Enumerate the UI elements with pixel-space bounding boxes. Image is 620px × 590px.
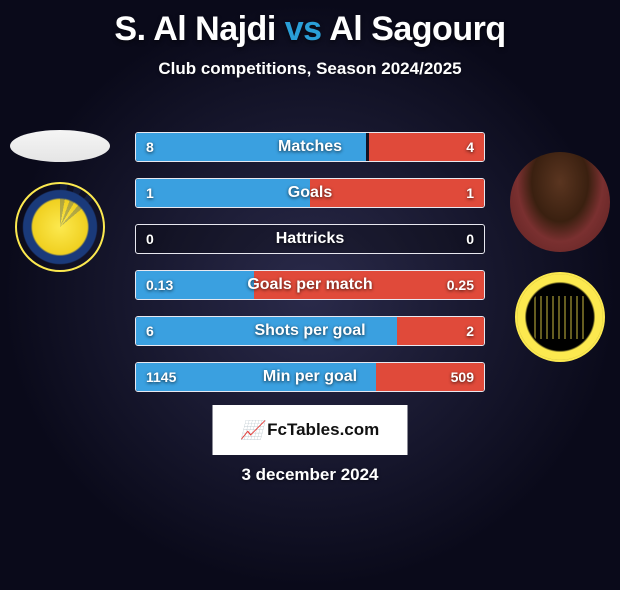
- stat-value-right: 0.25: [437, 271, 484, 299]
- subtitle: Club competitions, Season 2024/2025: [0, 59, 620, 79]
- stat-value-right: 0: [456, 225, 484, 253]
- stat-value-left: 1: [136, 179, 164, 207]
- stat-value-right: 2: [456, 317, 484, 345]
- site-badge: 📈 FcTables.com: [213, 405, 408, 455]
- vs-text: vs: [285, 10, 322, 48]
- stat-row: Min per goal1145 509: [135, 362, 485, 392]
- stat-value-right: 4: [456, 133, 484, 161]
- stat-value-right: 1: [456, 179, 484, 207]
- stat-value-left: 1145: [136, 363, 186, 391]
- stat-value-left: 0: [136, 225, 164, 253]
- player1-name: S. Al Najdi: [114, 10, 275, 48]
- stat-value-left: 0.13: [136, 271, 183, 299]
- stat-row: Matches8 4: [135, 132, 485, 162]
- stat-label: Hattricks: [136, 225, 484, 253]
- stat-value-left: 8: [136, 133, 164, 161]
- stat-label: Min per goal: [136, 363, 484, 391]
- chart-icon: 📈: [241, 420, 263, 441]
- site-name: FcTables.com: [267, 420, 379, 440]
- stat-label: Shots per goal: [136, 317, 484, 345]
- stats-table: Matches8 4 Goals1 1 Hattricks0 0 Goals per mat…: [135, 132, 485, 408]
- comparison-title: S. Al Najdi vs Al Sagourq: [0, 10, 620, 49]
- player2-name: Al Sagourq: [329, 10, 505, 48]
- stat-row: Goals1 1: [135, 178, 485, 208]
- stat-row: Shots per goal6 2: [135, 316, 485, 346]
- stat-row: Hattricks0 0: [135, 224, 485, 254]
- player2-club-badge: [515, 272, 605, 362]
- left-column: [10, 130, 110, 272]
- stat-label: Goals per match: [136, 271, 484, 299]
- stat-value-right: 509: [441, 363, 484, 391]
- stat-label: Goals: [136, 179, 484, 207]
- player2-avatar: [510, 152, 610, 252]
- stat-label: Matches: [136, 133, 484, 161]
- player1-club-badge: [15, 182, 105, 272]
- stat-value-left: 6: [136, 317, 164, 345]
- right-column: [510, 152, 610, 362]
- stat-row: Goals per match0.13 0.25: [135, 270, 485, 300]
- player1-avatar: [10, 130, 110, 162]
- date-label: 3 december 2024: [0, 465, 620, 485]
